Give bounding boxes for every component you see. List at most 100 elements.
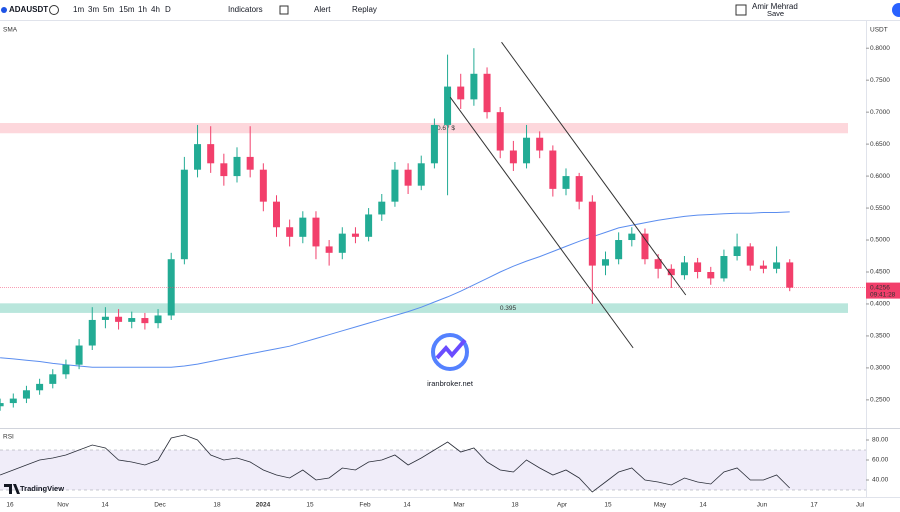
candle-body <box>141 318 149 324</box>
y-tick-label: 0.3000 <box>870 365 890 372</box>
x-tick-label: 15 <box>604 502 612 509</box>
candle-body <box>759 265 767 269</box>
alert-button[interactable]: Alert <box>314 5 331 14</box>
x-tick-label: Jun <box>757 502 768 509</box>
candle-body <box>101 316 109 320</box>
user-name[interactable]: Amir Mehrad <box>752 2 798 11</box>
layout-select[interactable] <box>735 4 747 16</box>
candle-body <box>786 262 794 288</box>
candle-body <box>641 233 649 260</box>
candle-body <box>49 374 57 384</box>
candle-body <box>391 169 399 202</box>
candle-body <box>220 163 228 177</box>
interval-button[interactable]: 1m <box>73 5 84 14</box>
y-tick-label: 0.8000 <box>870 45 890 52</box>
candle-body <box>325 246 333 253</box>
candle-body <box>417 163 425 186</box>
candle-body <box>365 214 373 237</box>
candle-body <box>272 201 280 228</box>
candle-body <box>601 259 609 266</box>
y-tick-label: 0.4000 <box>870 301 890 308</box>
rsi-tick-label: 40.00 <box>872 477 889 484</box>
interval-button[interactable]: D <box>165 5 171 14</box>
price-zone <box>0 123 848 134</box>
x-tick-label: 17 <box>810 502 818 509</box>
indicators-button[interactable]: Indicators <box>228 5 263 14</box>
candle-body <box>75 345 83 365</box>
candle-body <box>286 227 294 237</box>
candle-body <box>470 73 478 100</box>
candle-body <box>562 176 570 189</box>
candle-body <box>312 217 320 247</box>
candle-body <box>404 169 412 186</box>
y-tick-label: 0.3500 <box>870 333 890 340</box>
candle-body <box>299 217 307 237</box>
candle-body <box>496 112 504 151</box>
candle-body <box>207 144 215 164</box>
symbol-icon <box>1 7 7 13</box>
candle-body <box>733 246 741 257</box>
rsi-band <box>0 450 866 490</box>
candle-body <box>549 150 557 189</box>
y-tick-label: 0.6500 <box>870 141 890 148</box>
rsi-line <box>0 434 790 493</box>
candle-body <box>351 233 359 237</box>
countdown-label: 09:41:28 <box>870 291 896 298</box>
publish-button[interactable] <box>892 3 900 17</box>
x-tick-label: Dec <box>154 502 166 509</box>
candle-body <box>9 398 17 404</box>
toolbar <box>0 0 900 20</box>
last-price-label: 0.4256 <box>870 284 890 291</box>
y-tick-label: 0.7000 <box>870 109 890 116</box>
candle-body <box>707 271 715 279</box>
candle-body <box>22 390 30 399</box>
last-price-box <box>866 282 900 299</box>
symbol[interactable]: ADAUSDT <box>9 5 48 14</box>
candle-body <box>62 364 70 375</box>
zone-label: 0.67 $ <box>437 125 455 132</box>
candle-body <box>180 169 188 260</box>
y-tick-label: 0.7500 <box>870 77 890 84</box>
x-tick-label: 2024 <box>256 502 271 509</box>
x-tick-label: May <box>654 502 667 509</box>
candle-body <box>746 246 754 266</box>
currency: USDT <box>870 27 888 34</box>
replay-button[interactable]: Replay <box>352 5 377 14</box>
candle-body <box>457 86 465 100</box>
candle-body <box>523 137 531 164</box>
watermark: iranbroker.net <box>427 379 474 388</box>
candle-body <box>444 86 452 125</box>
add-symbol[interactable] <box>49 5 59 15</box>
x-tick-label: 18 <box>511 502 519 509</box>
interval-button[interactable]: 4h <box>151 5 160 14</box>
candle-body <box>128 318 136 322</box>
x-tick-label: Nov <box>57 502 69 509</box>
y-tick-label: 0.6000 <box>870 173 890 180</box>
candle-body <box>483 73 491 113</box>
x-tick-label: Apr <box>557 502 568 509</box>
candle-body <box>154 315 162 324</box>
x-tick-label: 14 <box>101 502 109 509</box>
candle-body <box>536 137 544 151</box>
candle-body <box>167 259 175 316</box>
interval-button[interactable]: 5m <box>103 5 114 14</box>
save-label[interactable]: Save <box>767 9 784 18</box>
sma-legend: SMA <box>3 27 18 34</box>
candle-body <box>773 262 781 269</box>
brand-logo <box>4 484 20 494</box>
layout-icon[interactable] <box>279 5 289 15</box>
candle-body <box>88 319 96 346</box>
candle-body <box>246 156 254 170</box>
candle-body <box>378 201 386 215</box>
interval-button[interactable]: 1h <box>138 5 147 14</box>
candle-body <box>194 144 202 170</box>
y-tick-label: 0.2500 <box>870 397 890 404</box>
candle-body <box>338 233 346 253</box>
x-tick-label: 14 <box>699 502 707 509</box>
candle-body <box>509 150 517 164</box>
x-tick-label: Mar <box>453 502 465 509</box>
interval-button[interactable]: 15m <box>119 5 135 14</box>
trendline <box>449 96 634 349</box>
interval-button[interactable]: 3m <box>88 5 99 14</box>
candle-body <box>36 383 44 391</box>
